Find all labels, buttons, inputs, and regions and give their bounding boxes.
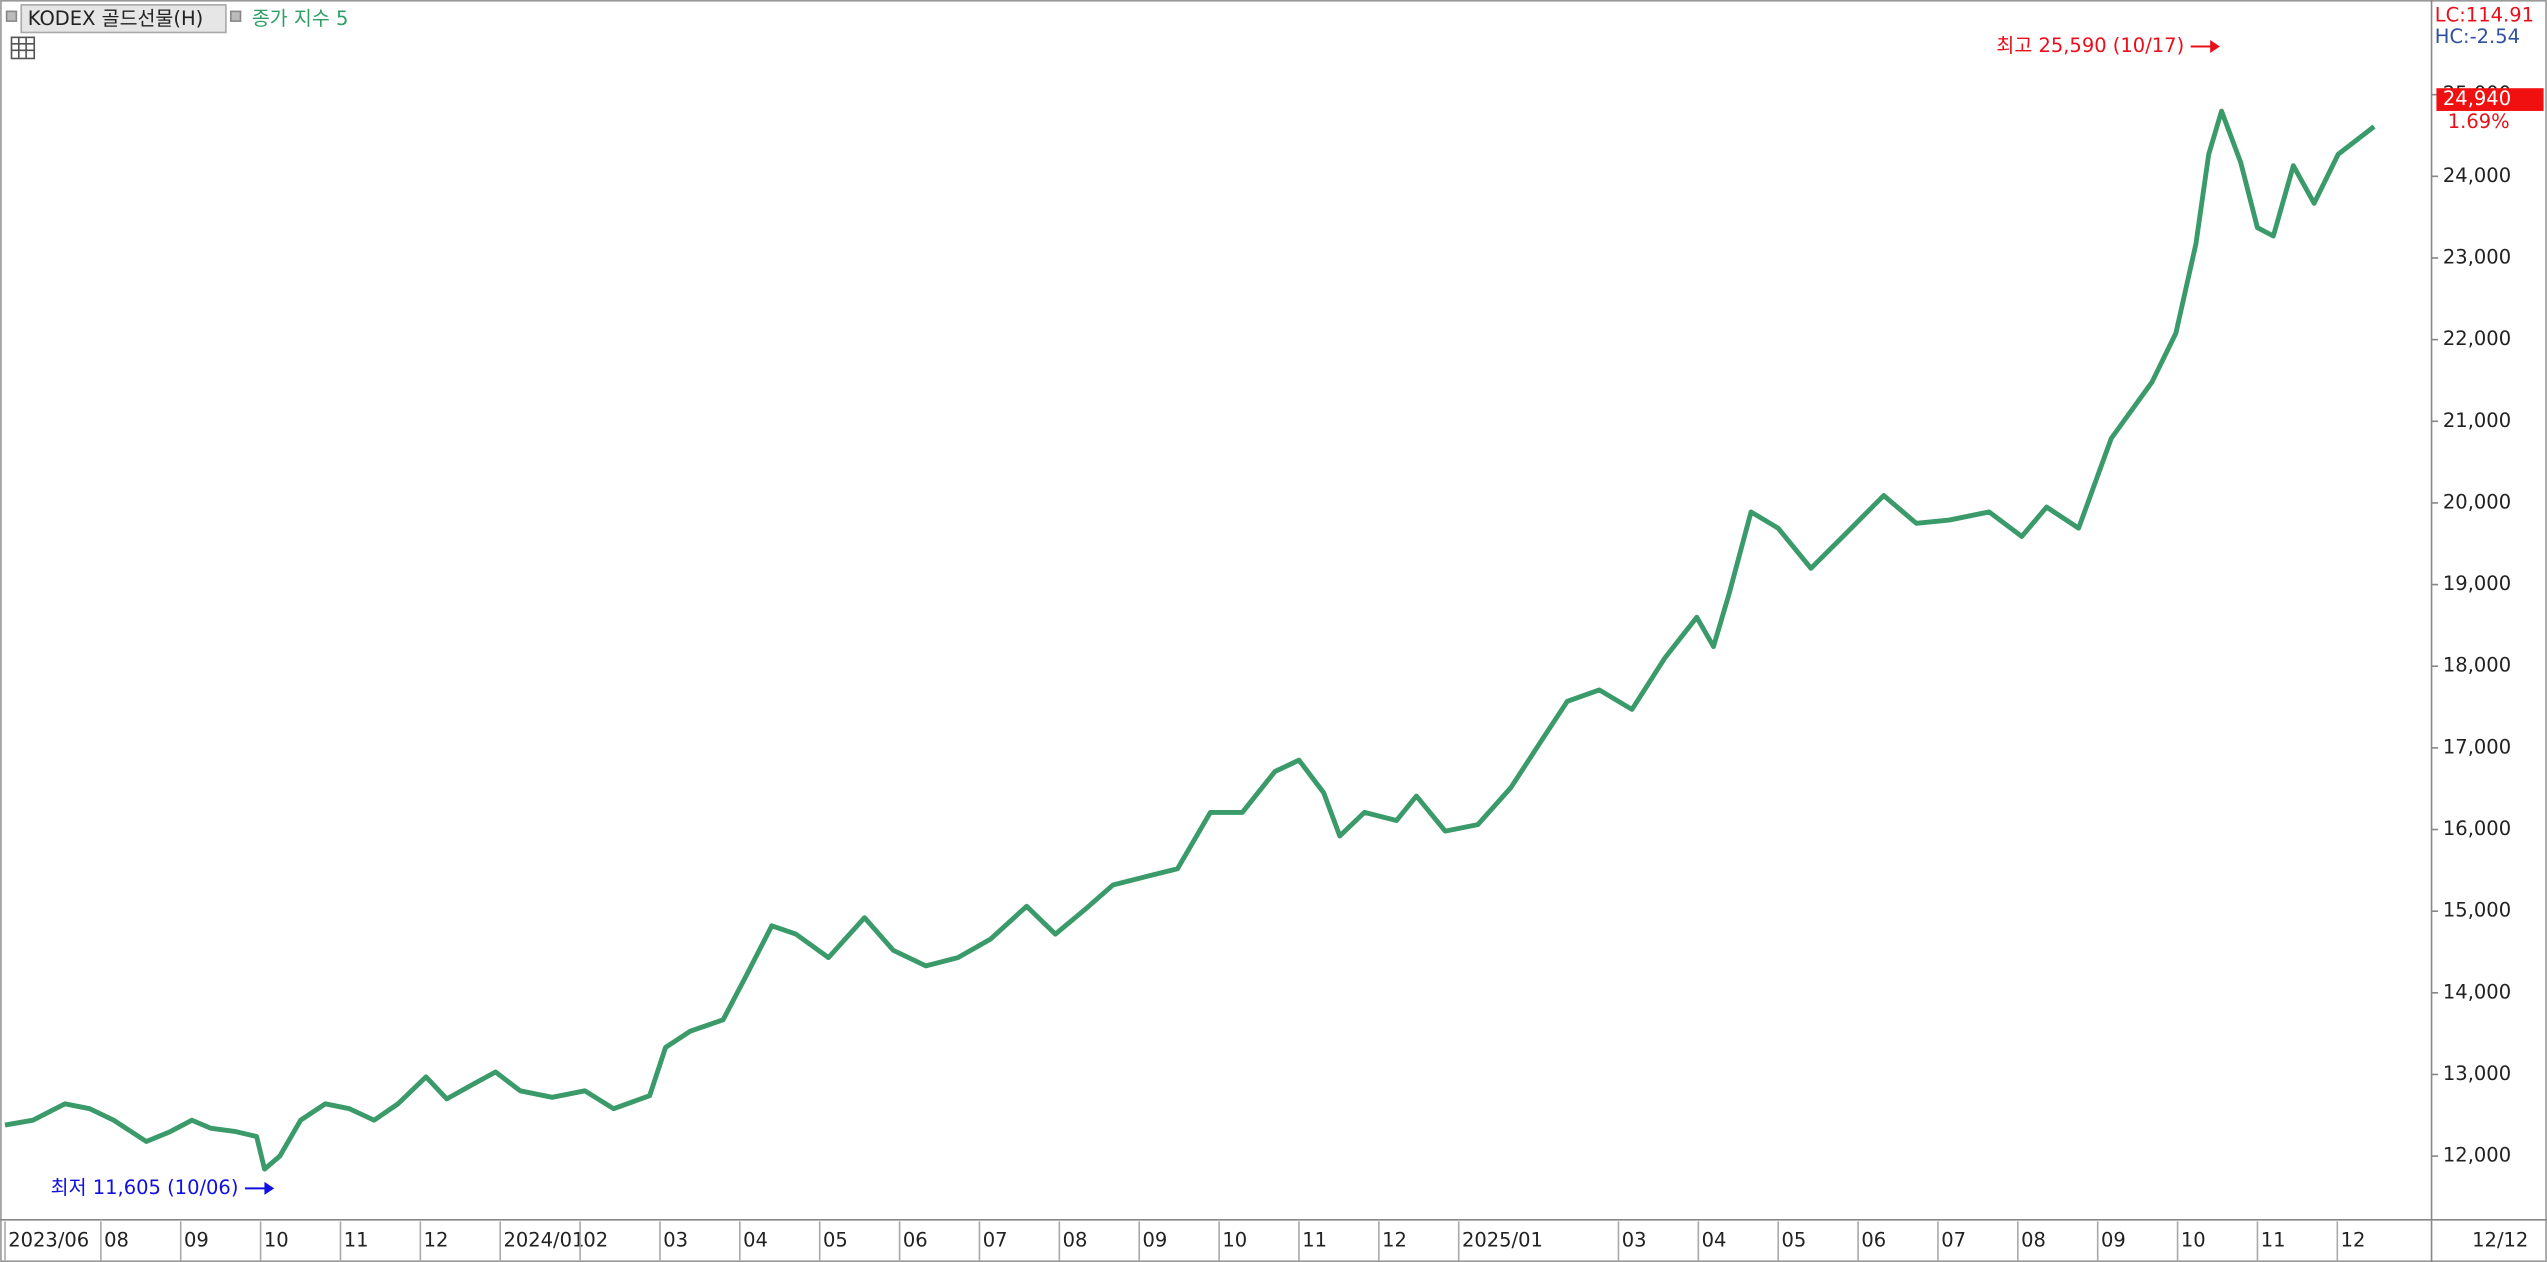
y-tick-label: 14,000 bbox=[2443, 980, 2511, 1003]
x-tick-label: 08 bbox=[104, 1228, 129, 1251]
x-tick-label: 09 bbox=[184, 1228, 209, 1251]
change-label: 1.69% bbox=[2448, 110, 2510, 133]
x-tick-label: 2024/01 bbox=[503, 1228, 584, 1251]
lc-label: LC:114.91 bbox=[2435, 4, 2534, 27]
y-tick-label: 24,000 bbox=[2443, 164, 2511, 187]
x-tick-label: 09 bbox=[2101, 1228, 2126, 1251]
arrow-head bbox=[264, 1181, 275, 1195]
x-tick-label: 12 bbox=[1382, 1228, 1407, 1251]
x-tick-label: 04 bbox=[1702, 1228, 1727, 1251]
x-tick-label: 08 bbox=[2021, 1228, 2046, 1251]
x-tick-label: 11 bbox=[1302, 1228, 1327, 1251]
x-tick-label: 07 bbox=[1941, 1228, 1966, 1251]
x-tick-label: 10 bbox=[1222, 1228, 1247, 1251]
annotation-label: 최고 25,590 (10/17) bbox=[1996, 34, 2184, 57]
x-tick-label: 10 bbox=[2181, 1228, 2206, 1251]
x-tick-label: 11 bbox=[344, 1228, 369, 1251]
y-tick-label: 13,000 bbox=[2443, 1062, 2511, 1085]
hc-label: HC:-2.54 bbox=[2435, 25, 2520, 48]
x-tick-label: 02 bbox=[583, 1228, 608, 1251]
legend-entry[interactable]: 종가 지수 5 bbox=[252, 7, 349, 30]
x-tick-label: 12 bbox=[424, 1228, 449, 1251]
y-tick-label: 15,000 bbox=[2443, 899, 2511, 922]
last-price-label: 24,940 bbox=[2443, 87, 2511, 110]
y-tick-label: 12,000 bbox=[2443, 1144, 2511, 1167]
x-tick-label: 06 bbox=[1861, 1228, 1886, 1251]
y-tick-label: 18,000 bbox=[2443, 654, 2511, 677]
legend-marker bbox=[229, 10, 242, 22]
y-tick-label: 22,000 bbox=[2443, 327, 2511, 350]
x-tick-label: 11 bbox=[2261, 1228, 2286, 1251]
ma-line bbox=[4, 108, 2376, 1172]
y-tick-label: 21,000 bbox=[2443, 409, 2511, 432]
x-tick-label: 06 bbox=[903, 1228, 928, 1251]
last-price-box bbox=[2436, 88, 2544, 111]
y-tick-label: 16,000 bbox=[2443, 817, 2511, 840]
x-tick-label: 03 bbox=[1622, 1228, 1647, 1251]
x-tick-label: 07 bbox=[983, 1228, 1008, 1251]
annotation-label: 최저 11,605 (10/06) bbox=[51, 1176, 239, 1199]
table-icon[interactable] bbox=[10, 36, 36, 60]
x-tick-label: 09 bbox=[1142, 1228, 1167, 1251]
instrument-box[interactable] bbox=[20, 4, 227, 34]
x-tick-label: 05 bbox=[1781, 1228, 1806, 1251]
legend-marker bbox=[5, 10, 18, 22]
instrument-name: KODEX 골드선물(H) bbox=[28, 7, 203, 30]
x-tick-label: 08 bbox=[1063, 1228, 1088, 1251]
y-tick-label: 17,000 bbox=[2443, 735, 2511, 758]
y-tick-label: 19,000 bbox=[2443, 572, 2511, 595]
x-tick-label: 10 bbox=[264, 1228, 289, 1251]
last-date: 12/12 bbox=[2472, 1228, 2528, 1251]
y-tick-label: 23,000 bbox=[2443, 245, 2511, 268]
x-tick-label: 05 bbox=[823, 1228, 848, 1251]
x-tick-label: 12 bbox=[2341, 1228, 2366, 1251]
arrow-head bbox=[2210, 40, 2220, 54]
x-tick-label: 03 bbox=[663, 1228, 688, 1251]
x-tick-label: 2023/06 bbox=[8, 1228, 89, 1251]
y-tick-label: 20,000 bbox=[2443, 490, 2511, 513]
x-tick-label: 2025/01 bbox=[1462, 1228, 1543, 1251]
x-tick-label: 04 bbox=[743, 1228, 768, 1251]
